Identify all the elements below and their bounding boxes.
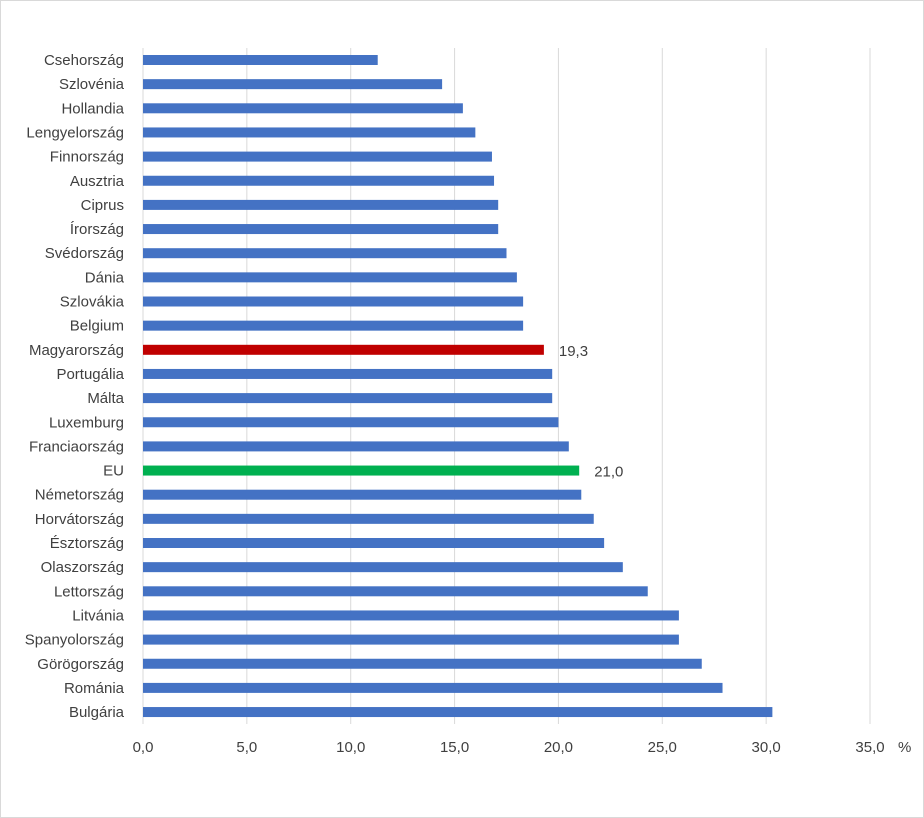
category-label: Észtország [50, 535, 124, 552]
bar [143, 707, 773, 718]
category-label: Málta [87, 390, 124, 407]
category-label: Finnország [50, 149, 124, 166]
x-tick-label: 30,0 [752, 739, 781, 756]
bar [143, 417, 559, 428]
category-label: Svédország [45, 245, 124, 262]
bar [143, 199, 499, 210]
category-label: Luxemburg [49, 414, 124, 431]
category-label: EU [103, 463, 124, 480]
bar [143, 658, 702, 669]
x-tick-label: 10,0 [336, 739, 365, 756]
gridlines [142, 48, 871, 724]
data-labels: 19,3 21,0 [559, 343, 624, 481]
x-tick-label: 20,0 [544, 739, 573, 756]
x-unit-label: % [898, 739, 911, 756]
category-label: Görögország [37, 656, 124, 673]
category-label: Németország [35, 487, 124, 504]
bar [143, 489, 582, 500]
x-tick-label: 25,0 [648, 739, 677, 756]
category-label: Franciaország [29, 438, 124, 455]
bar [143, 224, 499, 235]
x-tick-label: 35,0 [855, 739, 884, 756]
bar [143, 175, 495, 186]
category-label: Lengyelország [26, 124, 124, 141]
category-label: Ciprus [81, 197, 124, 214]
bar [143, 441, 569, 452]
category-label: Belgium [70, 318, 124, 335]
bar [143, 562, 623, 573]
bar [143, 682, 723, 693]
bar [143, 151, 492, 162]
category-label: Szlovénia [59, 76, 125, 93]
bar [143, 513, 594, 524]
bar [143, 344, 544, 355]
bar [143, 296, 524, 307]
bar [143, 55, 378, 65]
category-label: Portugália [56, 366, 124, 383]
x-tick-label: 5,0 [236, 739, 257, 756]
category-label: Románia [64, 680, 125, 697]
category-label: Spanyolország [25, 632, 124, 649]
bar [143, 393, 553, 404]
bar [143, 465, 580, 476]
category-label: Hollandia [61, 100, 124, 117]
category-label: Magyarország [29, 342, 124, 359]
bar [143, 272, 517, 283]
x-tick-label: 15,0 [440, 739, 469, 756]
bar [143, 610, 679, 621]
category-label: Csehország [44, 52, 124, 69]
bar [143, 79, 443, 90]
data-label: 21,0 [594, 464, 623, 481]
category-label: Írország [70, 221, 124, 238]
category-label: Szlovákia [60, 294, 125, 311]
bar [143, 103, 463, 114]
category-label: Dánia [85, 269, 125, 286]
category-labels: Csehország Szlovénia Hollandia Lengyelorszá… [25, 52, 125, 721]
bar [143, 127, 476, 138]
data-label: 19,3 [559, 343, 588, 360]
bar [143, 538, 605, 548]
category-label: Horvátország [35, 511, 124, 528]
bar [143, 634, 679, 645]
x-tick-labels: 0,0 5,0 10,0 15,0 20,0 25,0 30,0 35,0 [133, 739, 885, 756]
bar [143, 586, 648, 597]
category-label: Litvánia [72, 607, 124, 624]
bar [143, 248, 507, 259]
category-label: Ausztria [70, 173, 125, 190]
bars [143, 55, 773, 718]
bar [143, 368, 553, 379]
category-label: Lettország [54, 583, 124, 600]
category-label: Bulgária [69, 704, 125, 721]
category-label: Olaszország [41, 559, 124, 576]
bar [143, 320, 524, 331]
x-tick-label: 0,0 [133, 739, 154, 756]
